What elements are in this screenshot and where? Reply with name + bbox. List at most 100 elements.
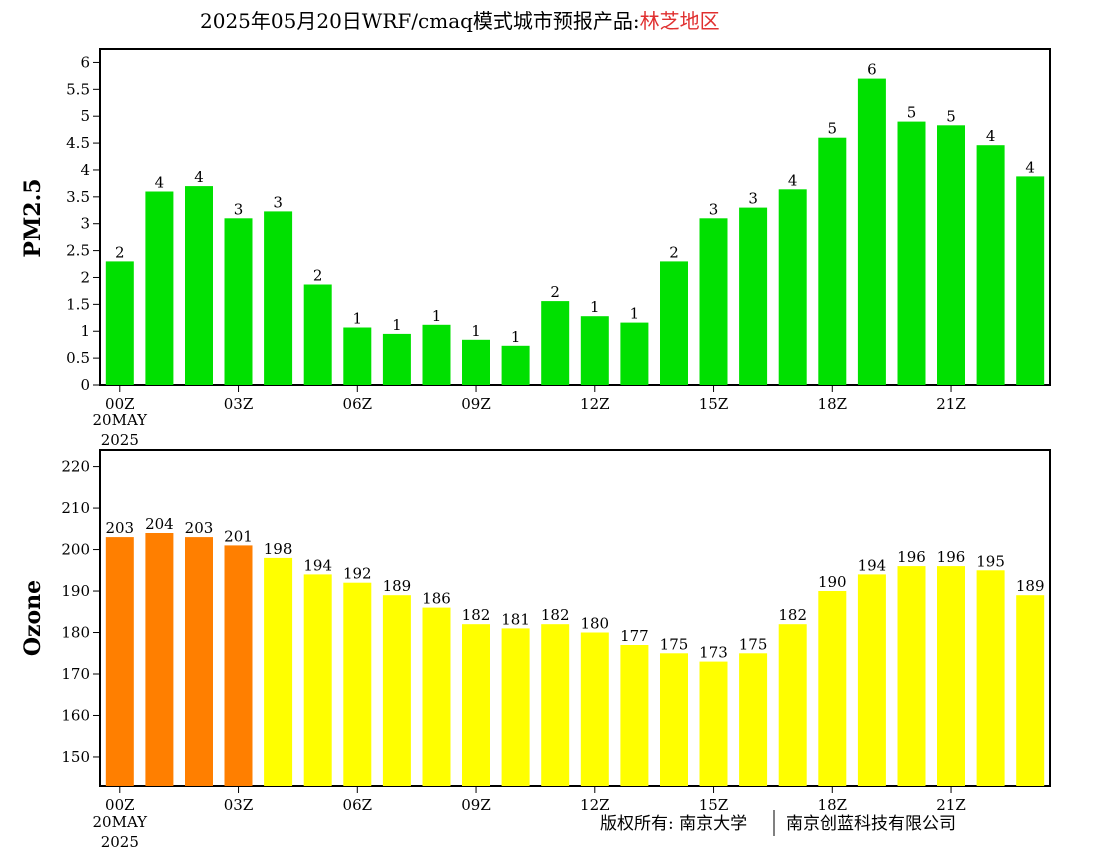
pm25-bar (185, 186, 213, 385)
pm25-bar (857, 78, 886, 385)
pm25-bar-value-label: 3 (709, 200, 719, 218)
pm25-bar (264, 211, 293, 385)
chart-title: 2025年05月20日WRF/cmaq模式城市预报产品:林芝地区 (200, 9, 720, 33)
ozone-x-tick-label: 00Z (105, 796, 135, 814)
pm25-bar-value-label: 2 (313, 267, 323, 285)
pm25-y-tick-label: 2 (80, 268, 90, 286)
pm25-bar (580, 316, 609, 385)
pm25-bar (976, 145, 1005, 385)
ozone-y-tick-label: 210 (61, 499, 90, 517)
pm25-bar-value-label: 5 (907, 104, 917, 122)
pm25-y-tick-label: 3 (80, 215, 90, 233)
pm25-x-tick-label: 15Z (699, 395, 729, 413)
pm25-bar (303, 284, 332, 385)
ozone-bar-value-label: 203 (105, 519, 134, 537)
pm25-bar (897, 121, 926, 385)
pm25-bar-value-label: 3 (234, 200, 244, 218)
ozone-bar (343, 582, 372, 786)
pm25-bar (224, 218, 253, 385)
pm25-bar-value-label: 1 (511, 328, 521, 346)
pm25-y-tick-label: 4 (80, 161, 90, 179)
ozone-y-tick-label: 150 (61, 748, 90, 766)
ozone-x-tick-label: 18Z (818, 796, 848, 814)
ozone-bar (462, 624, 490, 786)
ozone-bar-value-label: 182 (541, 606, 570, 624)
ozone-y-tick-label: 160 (61, 706, 90, 724)
pm25-bar (660, 261, 688, 385)
pm25-x-date-label: 20MAY (93, 411, 149, 429)
pm25-x-tick-label: 21Z (936, 395, 966, 413)
ozone-bar (897, 566, 926, 786)
ozone-bar (739, 653, 768, 786)
pm25-x-tick-label: 03Z (224, 395, 254, 413)
ozone-bar (857, 574, 886, 786)
ozone-x-tick-label: 21Z (936, 796, 966, 814)
pm25-bar-value-label: 4 (1025, 158, 1035, 176)
pm25-plot-frame (99, 48, 1051, 386)
pm25-bar (1016, 176, 1045, 385)
ozone-x-tick-label: 12Z (580, 796, 610, 814)
ozone-bar-value-label: 203 (185, 519, 214, 537)
pm25-bar-value-label: 2 (669, 243, 679, 261)
ozone-bar-value-label: 204 (145, 515, 174, 533)
pm25-y-tick-label: 1 (80, 322, 90, 340)
ozone-bar-value-label: 186 (422, 590, 451, 608)
pm25-y-tick-label: 5 (80, 107, 90, 125)
pm25-bar-value-label: 6 (867, 61, 877, 79)
ozone-y-tick-label: 190 (61, 582, 90, 600)
ozone-bar (145, 533, 174, 786)
ozone-bar-value-label: 189 (383, 577, 412, 595)
ozone-bar-value-label: 182 (462, 606, 491, 624)
ozone-x-tick-label: 09Z (461, 796, 491, 814)
ozone-plot-frame (99, 449, 1051, 787)
ozone-bar-value-label: 196 (897, 548, 926, 566)
pm25-x-year-label: 2025 (101, 431, 139, 449)
chart-title-main: 2025年05月20日WRF/cmaq模式城市预报产品: (200, 9, 640, 33)
ozone-bar-value-label: 175 (660, 635, 689, 653)
pm25-bar-value-label: 2 (115, 243, 125, 261)
ozone-bar-value-label: 192 (343, 565, 372, 583)
pm25-x-tick-label: 18Z (818, 395, 848, 413)
ozone-y-tick-label: 180 (61, 624, 90, 642)
pm25-bar (818, 137, 847, 385)
ozone-bar (185, 537, 213, 786)
ozone-bar-value-label: 180 (580, 615, 609, 633)
ozone-y-axis-title: Ozone (20, 580, 46, 656)
footer-copyright: 版权所有: 南京大学 (600, 814, 747, 834)
ozone-bar-value-label: 195 (976, 552, 1005, 570)
pm25-bar (462, 339, 490, 385)
footer-company: 南京创蓝科技有限公司 (786, 814, 956, 834)
ozone-x-date-label: 20MAY (93, 813, 149, 831)
ozone-bar (818, 591, 847, 786)
pm25-bar-value-label: 5 (946, 107, 956, 125)
pm25-y-tick-label: 0.5 (66, 349, 90, 367)
ozone-bar-value-label: 201 (224, 527, 253, 545)
pm25-y-tick-label: 3.5 (66, 188, 90, 206)
ozone-y-tick-label: 170 (61, 665, 90, 683)
pm25-bar-value-label: 2 (550, 283, 560, 301)
pm25-bar (620, 322, 649, 385)
pm25-bar (541, 301, 570, 385)
ozone-bar (660, 653, 688, 786)
ozone-bar (699, 661, 728, 786)
ozone-bar (541, 624, 570, 786)
ozone-bar-value-label: 177 (620, 627, 649, 645)
ozone-bar-value-label: 182 (778, 606, 807, 624)
pm25-bar-value-label: 5 (828, 120, 838, 138)
ozone-bar-value-label: 173 (699, 644, 728, 662)
ozone-bar (778, 624, 807, 786)
ozone-y-tick-label: 200 (61, 541, 90, 559)
chart-title-region: 林芝地区 (640, 9, 720, 33)
pm25-x-tick-label: 00Z (105, 395, 135, 413)
pm25-bar-value-label: 1 (630, 305, 640, 323)
ozone-bar-value-label: 196 (937, 548, 966, 566)
pm25-bar-value-label: 3 (748, 190, 758, 208)
ozone-x-year-label: 2025 (101, 833, 139, 850)
pm25-bar (105, 261, 134, 385)
pm25-y-tick-label: 0 (80, 376, 90, 394)
pm25-panel: 2 4 4 3 3 2 1 1 1 1 1 2 1 1 2 3 3 4 5 6 5 5 4 4 0 0.5 1 1.5 2 2.5 3 3.5… (20, 48, 1051, 449)
pm25-bar (382, 333, 411, 385)
pm25-bar-value-label: 4 (986, 127, 996, 145)
ozone-bar-value-label: 189 (1016, 577, 1045, 595)
